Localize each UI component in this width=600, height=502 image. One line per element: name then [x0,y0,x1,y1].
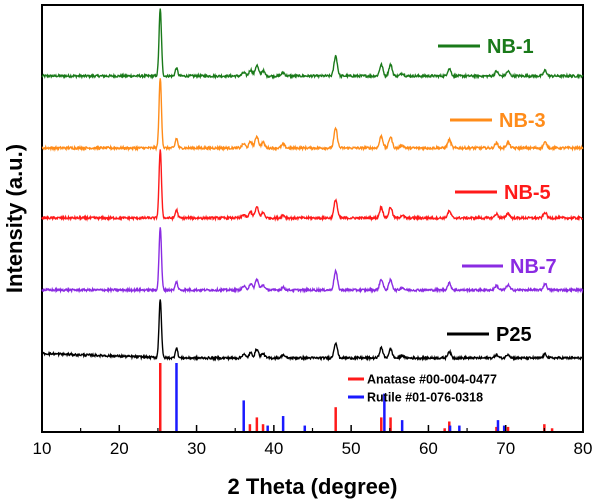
x-tick-label: 80 [574,439,593,458]
reference-legend-label: Anatase #00-004-0477 [367,373,497,387]
series-line-p25 [41,299,584,362]
x-axis-label: 2 Theta (degree) [228,474,398,499]
legend-label-nb-3: NB-3 [499,110,546,132]
series-line-nb-5 [41,149,584,222]
x-tick-label: 50 [342,439,361,458]
series-layer: NB-1 NB-3 NB-5 NB-7 P25 [41,8,584,362]
series-line-nb-7 [41,227,584,294]
reference-legend-label: Rutile #01-076-0318 [367,391,483,405]
legend-label-p25: P25 [496,324,532,346]
y-axis-label: Intensity (a.u.) [2,144,27,293]
x-tick-label: 30 [187,439,206,458]
x-tick-label: 60 [419,439,438,458]
series-line-nb-1 [41,8,584,80]
plot-area: NB-1 NB-3 NB-5 NB-7 P25 Anatase #00-004-0477… [33,4,593,458]
reference-pattern-layer: Anatase #00-004-0477 Rutile #01-076-0318 [158,363,554,431]
x-tick-label: 40 [264,439,283,458]
x-axis-ticks: 10 20 30 40 50 60 70 80 [33,425,593,458]
legend-label-nb-5: NB-5 [504,182,551,204]
x-tick-label: 10 [33,439,52,458]
legend-label-nb-7: NB-7 [510,256,557,278]
x-tick-label: 20 [110,439,129,458]
legend-label-nb-1: NB-1 [487,36,534,58]
series-line-nb-3 [41,78,584,152]
x-tick-label: 70 [496,439,515,458]
